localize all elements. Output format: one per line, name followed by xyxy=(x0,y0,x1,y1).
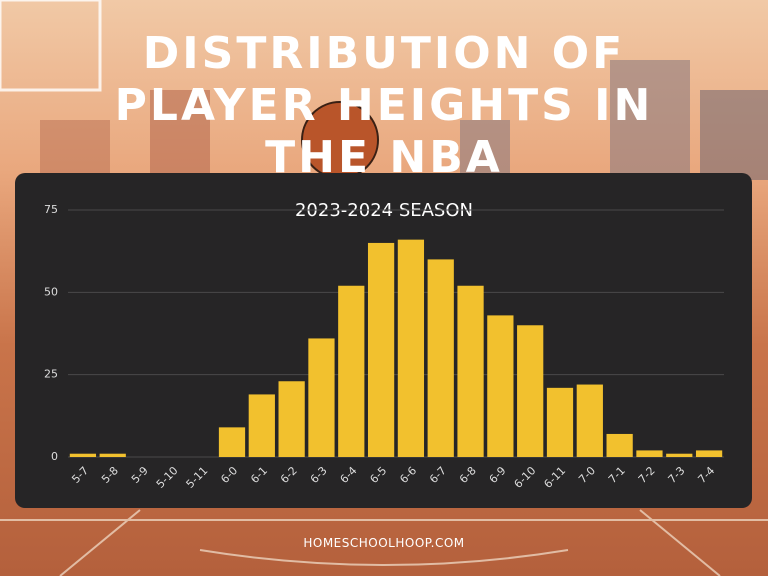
footer: HOMESCHOOLHOOP.COM xyxy=(303,536,465,550)
bar xyxy=(576,384,603,457)
y-tick-label: 25 xyxy=(44,368,58,381)
bar xyxy=(308,338,335,457)
bar xyxy=(248,394,275,457)
bar xyxy=(695,450,723,457)
y-tick-label: 0 xyxy=(51,450,58,463)
bar xyxy=(427,259,454,457)
building xyxy=(460,120,510,180)
building xyxy=(610,60,690,180)
court-lines xyxy=(0,509,768,576)
building xyxy=(40,120,110,180)
bar xyxy=(546,387,574,457)
building xyxy=(150,90,210,180)
backboard xyxy=(0,0,102,92)
y-tick-label: 50 xyxy=(44,285,58,298)
bar xyxy=(487,315,514,457)
bar xyxy=(517,325,544,457)
bar xyxy=(606,433,633,457)
bar xyxy=(636,450,663,457)
bar xyxy=(666,453,693,457)
bar xyxy=(338,285,365,457)
bar xyxy=(457,285,484,457)
bar xyxy=(278,381,305,457)
bar xyxy=(218,427,246,457)
bar xyxy=(69,453,97,457)
bar xyxy=(397,239,425,457)
bar xyxy=(99,453,126,457)
bar xyxy=(367,242,395,457)
y-tick-label: 75 xyxy=(44,203,58,216)
building xyxy=(700,90,768,180)
